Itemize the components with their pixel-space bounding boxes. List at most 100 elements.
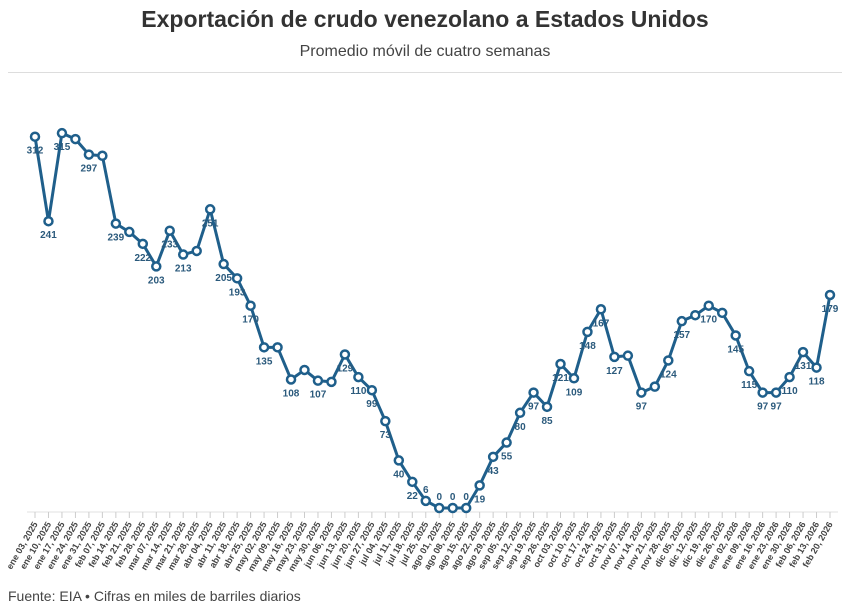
data-point — [784, 371, 795, 383]
data-label: 109 — [566, 387, 583, 398]
data-point — [649, 381, 661, 392]
data-point — [568, 373, 580, 384]
data-point — [326, 376, 337, 388]
data-label: 233 — [161, 240, 178, 251]
data-label: 205 — [215, 273, 232, 284]
data-point — [231, 273, 243, 284]
data-label: 179 — [822, 304, 839, 315]
source-note: Fuente: EIA • Cifras en miles de barrile… — [8, 588, 301, 604]
data-point — [716, 307, 728, 319]
data-label: 203 — [148, 275, 165, 286]
data-label: 222 — [134, 253, 151, 264]
data-point — [460, 502, 472, 514]
data-point — [56, 127, 68, 139]
data-label: 0 — [463, 492, 469, 503]
data-point — [124, 226, 135, 238]
data-point — [811, 362, 822, 373]
data-label: 193 — [229, 287, 246, 298]
data-point — [366, 384, 378, 396]
data-point — [501, 437, 512, 448]
data-label: 129 — [337, 363, 354, 374]
data-label: 40 — [393, 469, 405, 480]
data-point — [797, 346, 809, 358]
data-label: 170 — [242, 315, 259, 326]
data-point — [663, 355, 674, 366]
data-point — [730, 330, 741, 341]
chart-subtitle: Promedio móvil de cuatro semanas — [299, 43, 551, 60]
data-point — [541, 401, 553, 413]
data-point — [487, 451, 499, 463]
data-point — [43, 215, 54, 227]
data-point — [245, 300, 256, 311]
data-point — [622, 350, 634, 361]
data-label: 315 — [54, 142, 71, 153]
data-point — [528, 387, 539, 398]
data-point — [204, 204, 216, 215]
data-label: 124 — [660, 369, 677, 380]
data-label: 135 — [256, 356, 273, 367]
data-point — [110, 218, 122, 229]
data-label: 108 — [283, 388, 300, 399]
data-label: 43 — [488, 466, 500, 477]
data-label: 22 — [407, 491, 419, 502]
data-point — [433, 502, 445, 514]
data-point — [393, 455, 405, 466]
data-label: 110 — [782, 386, 799, 397]
data-point — [177, 249, 189, 260]
header-divider — [8, 72, 842, 73]
data-point — [339, 349, 351, 360]
data-label: 6 — [423, 485, 429, 496]
data-point — [97, 150, 108, 162]
data-label: 145 — [727, 344, 744, 355]
data-point — [703, 300, 714, 311]
data-label: 97 — [528, 402, 540, 413]
data-point — [636, 387, 647, 398]
data-label: 0 — [436, 492, 442, 503]
data-point — [299, 364, 310, 376]
data-point — [690, 309, 701, 321]
data-label: 97 — [771, 402, 783, 413]
data-label: 213 — [175, 264, 192, 275]
data-point — [258, 342, 270, 353]
data-label: 127 — [606, 366, 623, 377]
data-point — [447, 502, 458, 514]
data-label: 241 — [40, 230, 57, 241]
data-point — [218, 258, 229, 270]
data-label: 115 — [741, 380, 758, 391]
data-point — [743, 365, 755, 377]
data-point — [151, 261, 162, 272]
data-label: 85 — [541, 416, 553, 427]
data-point — [83, 149, 95, 160]
data-point — [474, 480, 485, 491]
data-point — [420, 495, 432, 507]
data-point — [70, 133, 81, 145]
data-label: 0 — [450, 492, 456, 503]
data-point — [595, 304, 607, 315]
data-point — [555, 358, 566, 370]
data-point — [770, 387, 782, 398]
data-point — [312, 375, 324, 386]
data-point — [29, 131, 41, 142]
data-label: 121 — [552, 373, 569, 384]
data-label: 73 — [380, 430, 392, 441]
data-point — [609, 351, 620, 363]
data-label: 97 — [636, 402, 648, 413]
data-label: 99 — [366, 399, 378, 410]
data-point — [824, 289, 836, 301]
data-point — [285, 374, 297, 385]
data-point — [676, 315, 688, 327]
data-point — [164, 225, 175, 236]
data-point — [353, 371, 364, 383]
data-label: 118 — [808, 377, 825, 388]
data-point — [380, 415, 391, 427]
data-point — [407, 476, 418, 488]
data-point — [582, 326, 593, 338]
data-label: 97 — [757, 402, 769, 413]
chart-title: Exportación de crudo venezolano a Estado… — [141, 6, 709, 32]
data-point — [514, 407, 526, 419]
data-label: 19 — [474, 494, 486, 505]
data-label: 312 — [27, 146, 44, 157]
data-label: 239 — [108, 233, 125, 244]
data-label: 157 — [673, 330, 690, 341]
